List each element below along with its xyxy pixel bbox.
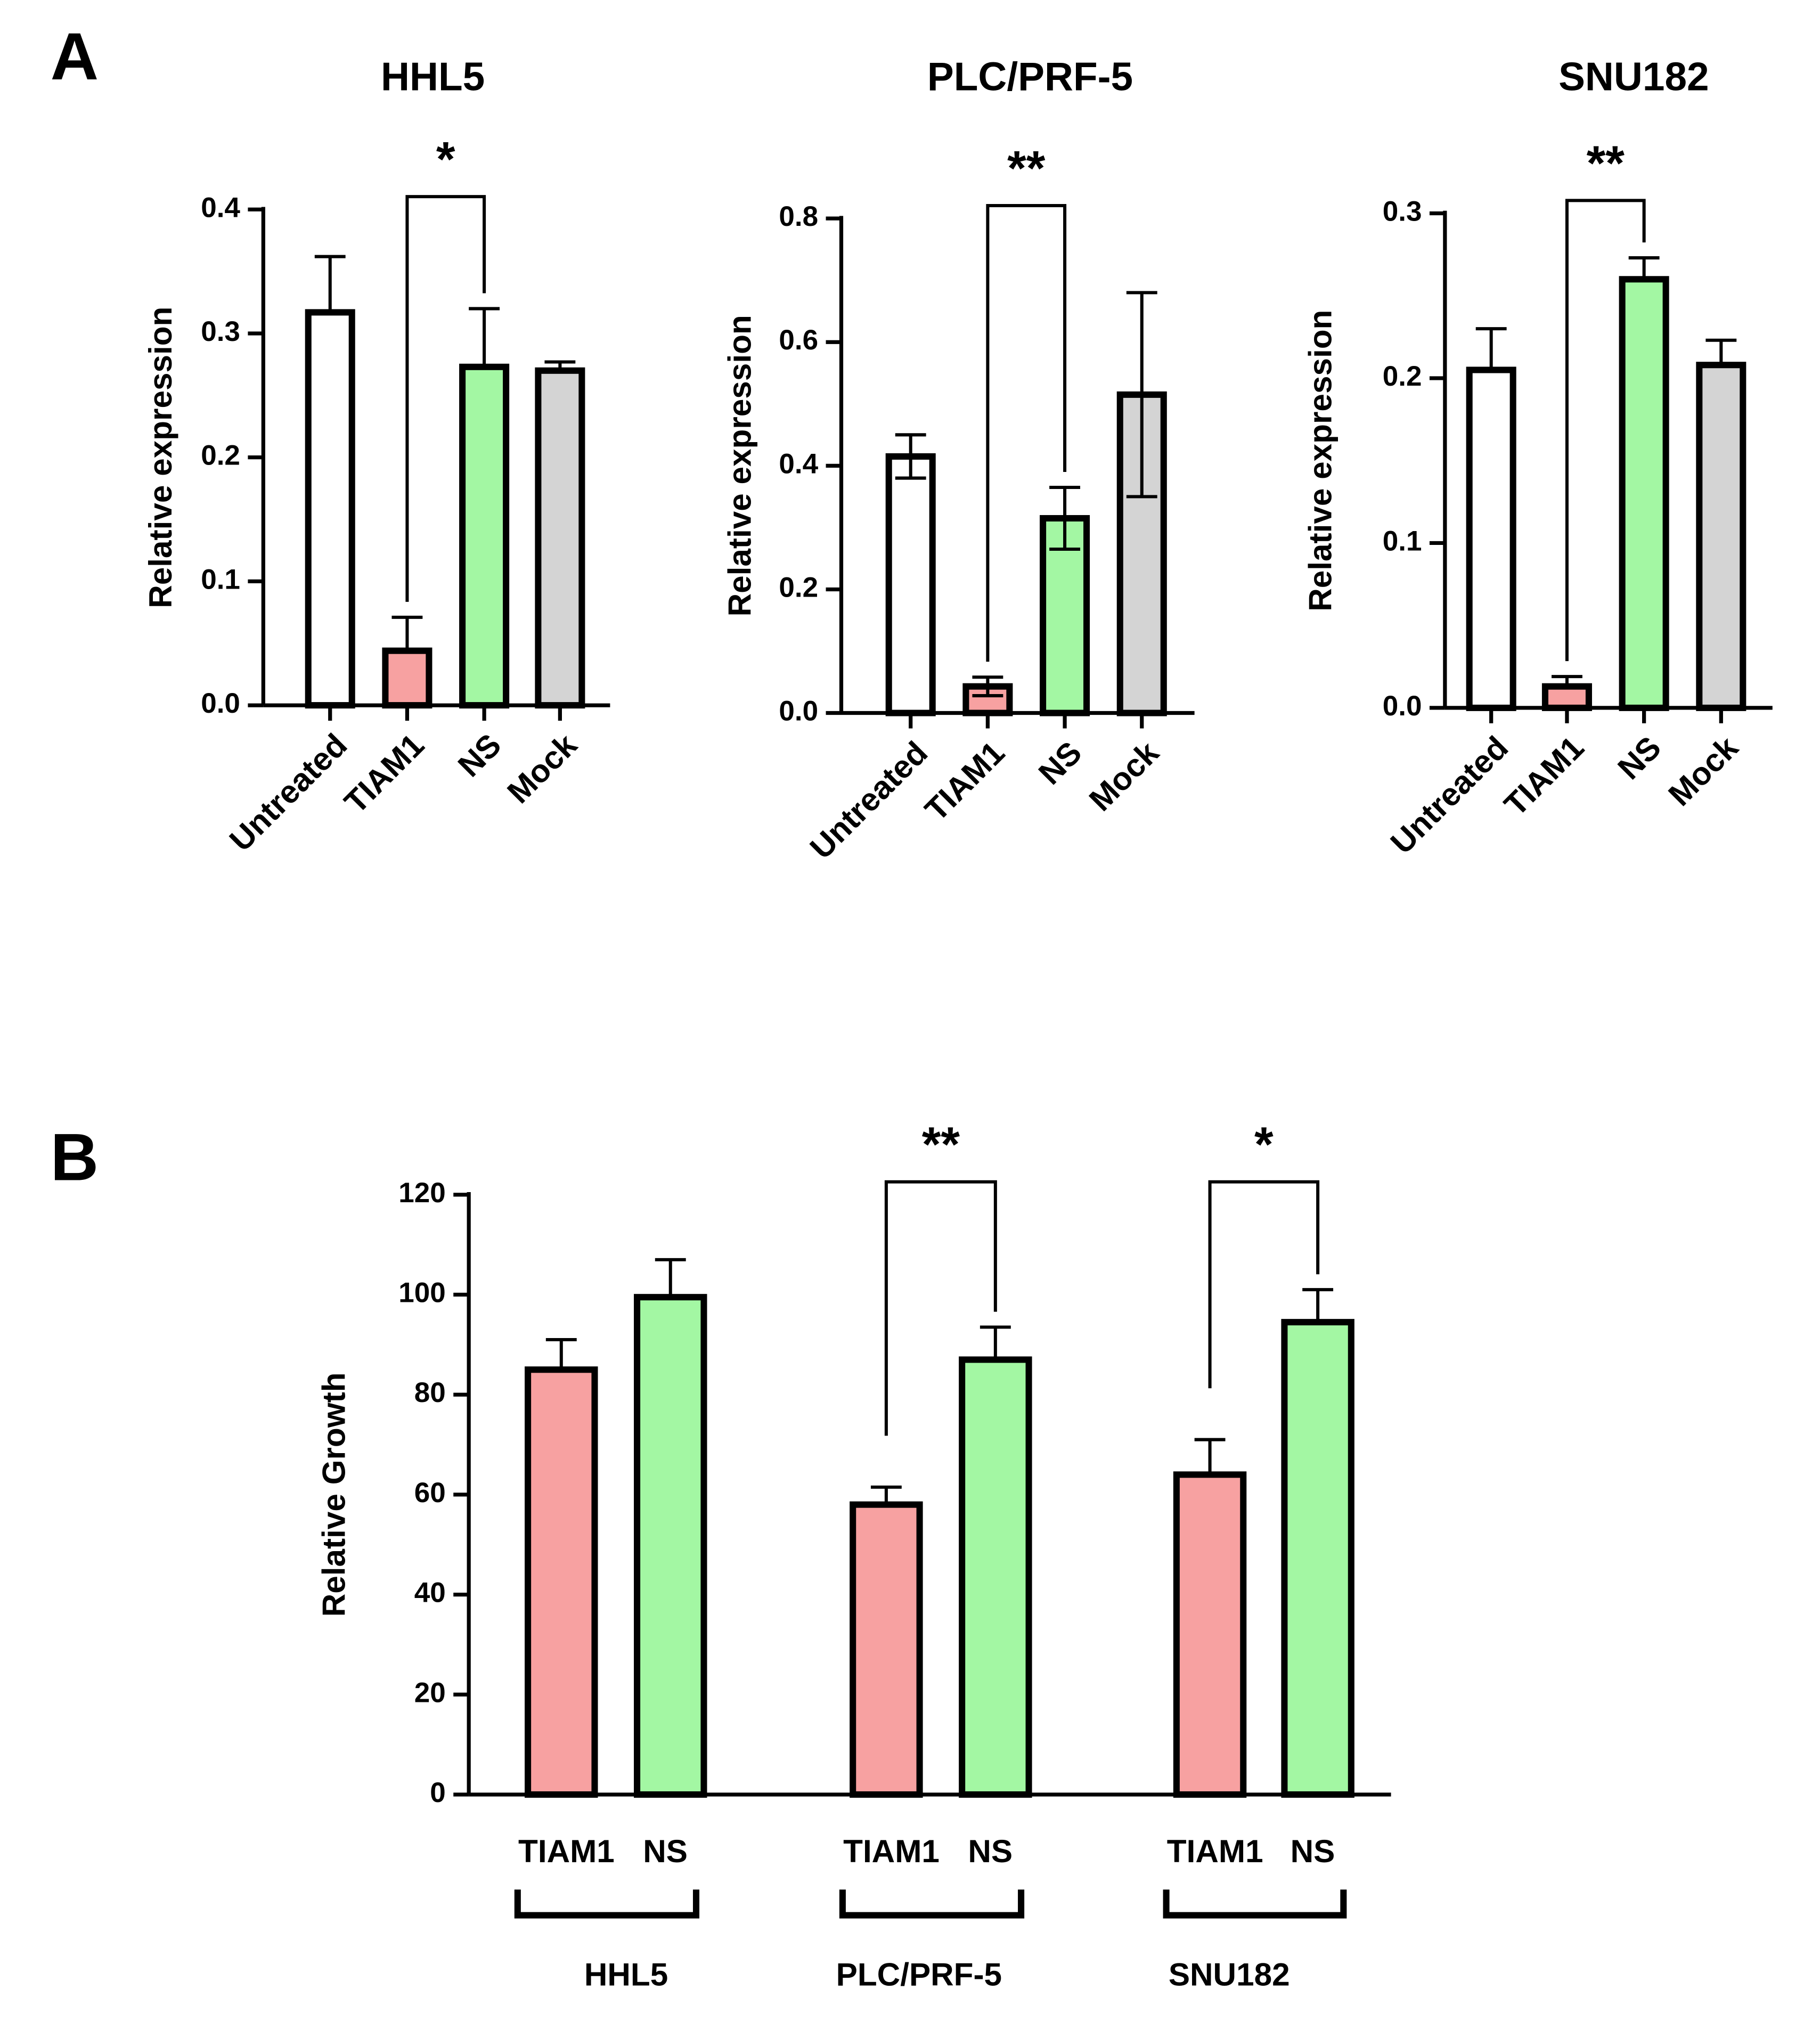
bar [1696,362,1746,711]
significance-label: ** [1587,136,1625,191]
chart-title: SNU182 [1558,54,1709,99]
error-bar [895,433,926,480]
significance-bracket [986,204,1067,662]
significance-bracket [1208,1180,1320,1389]
error-bar [1126,291,1157,499]
x-tick-label: Mock [1661,729,1745,812]
group-label: SNU182 [1169,1956,1290,1992]
x-tick-label: NS [1291,1833,1335,1869]
bar [1173,1471,1247,1798]
significance-label: ** [1007,142,1046,196]
significance-bracket [1565,199,1646,662]
x-tick-label: NS [451,727,508,784]
panel-label: A [51,19,99,94]
significance-label: ** [922,1118,960,1172]
group-bracket [1163,1889,1347,1919]
error-bar [1302,1288,1334,1323]
significance-label: * [436,133,455,187]
error-bar [1628,256,1660,280]
significance-bracket [405,195,486,602]
x-tick-label: NS [1031,734,1088,791]
y-tick-label: 0.2 [779,572,818,603]
error-bar [972,675,1003,698]
x-tick-label: TIAM1 [918,734,1011,828]
y-tick-label: 0.0 [201,688,240,719]
y-tick-label: 0.3 [201,316,240,347]
error-bar [870,1485,902,1505]
x-tick-label: TIAM1 [337,727,431,820]
x-tick-label: TIAM1 [1497,729,1591,823]
error-bar [1194,1438,1226,1475]
x-tick-label: NS [1611,729,1668,786]
group-label: PLC/PRF-5 [836,1956,1002,1992]
x-tick-label: TIAM1 [518,1833,615,1869]
y-tick-label: 0.2 [201,440,240,471]
bar [634,1294,707,1798]
bar [1541,683,1592,711]
chart-title: HHL5 [381,54,485,99]
error-bar [655,1258,686,1298]
y-axis-label: Relative expression [1302,310,1339,612]
error-bar [980,1325,1011,1360]
bar [459,363,510,709]
error-bar [314,255,346,313]
error-bar [1705,338,1737,365]
bar [959,1356,1032,1798]
group-bracket [839,1889,1025,1919]
bar [885,453,936,716]
x-tick-label: NS [643,1833,688,1869]
y-tick-label: 0.0 [1383,690,1422,722]
bar [1466,366,1516,711]
y-tick-label: 0 [430,1777,446,1808]
y-tick-label: 60 [414,1477,446,1509]
y-tick-label: 100 [398,1277,446,1309]
x-tick-label: Mock [500,727,584,810]
y-tick-label: 0.1 [201,564,240,595]
bar [305,309,355,709]
error-bar [391,615,423,651]
error-bar [544,360,576,371]
x-tick-label: TIAM1 [843,1833,940,1869]
bar [1619,276,1669,711]
bar [1281,1319,1354,1798]
error-bar [469,307,500,367]
y-tick-label: 0.0 [779,696,818,727]
y-axis-label: Relative Growth [316,1373,352,1617]
y-axis-label: Relative expression [142,307,178,608]
bar [535,367,585,709]
y-tick-label: 0.6 [779,324,818,356]
y-tick-label: 20 [414,1677,446,1708]
x-tick-label: Untreated [803,734,934,866]
error-bar [1475,327,1507,370]
error-bar [545,1338,577,1370]
y-tick-label: 0.3 [1383,196,1422,227]
y-tick-label: 0.1 [1383,525,1422,557]
chart-title: PLC/PRF-5 [927,54,1133,99]
y-axis-label: Relative expression [722,315,758,616]
x-tick-label: NS [968,1833,1013,1869]
significance-label: * [1254,1118,1274,1172]
bar [850,1501,923,1798]
x-tick-label: Untreated [1383,729,1515,861]
y-tick-label: 120 [398,1177,446,1209]
y-tick-label: 0.4 [779,448,818,479]
bar [525,1366,598,1798]
y-tick-label: 0.8 [779,201,818,232]
y-tick-label: 0.4 [201,192,240,223]
y-tick-label: 40 [414,1577,446,1609]
x-tick-label: Mock [1082,734,1165,818]
x-tick-label: Untreated [222,727,354,858]
y-tick-label: 0.2 [1383,361,1422,392]
significance-bracket [884,1180,997,1436]
x-tick-label: TIAM1 [1167,1833,1263,1869]
bar [382,647,432,709]
group-bracket [514,1889,700,1919]
panel-label: B [51,1120,99,1195]
error-bar [1552,675,1582,687]
y-tick-label: 80 [414,1377,446,1408]
group-label: HHL5 [584,1956,668,1992]
error-bar [1049,485,1081,551]
